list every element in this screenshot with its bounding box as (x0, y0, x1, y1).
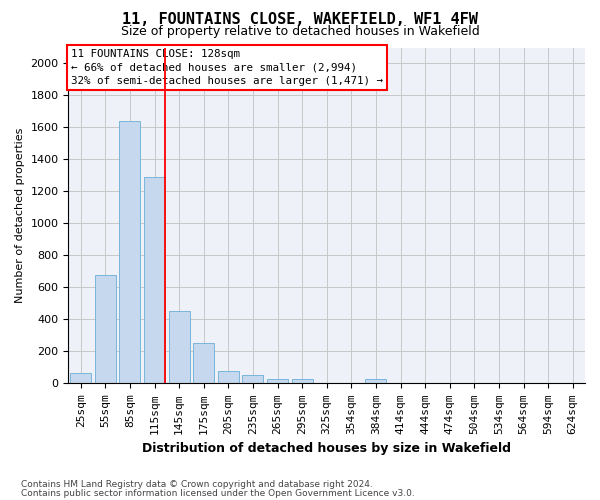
X-axis label: Distribution of detached houses by size in Wakefield: Distribution of detached houses by size … (142, 442, 511, 455)
Bar (169, 312, 190, 384)
Bar (95, 274, 116, 384)
Y-axis label: Number of detached properties: Number of detached properties (15, 128, 25, 303)
Bar (193, 344, 214, 384)
Text: 11 FOUNTAINS CLOSE: 128sqm
← 66% of detached houses are smaller (2,994)
32% of s: 11 FOUNTAINS CLOSE: 128sqm ← 66% of deta… (71, 49, 383, 86)
Bar (144, 177, 165, 384)
Bar (242, 376, 263, 384)
Text: Contains public sector information licensed under the Open Government Licence v3: Contains public sector information licen… (21, 490, 415, 498)
Text: 11, FOUNTAINS CLOSE, WAKEFIELD, WF1 4FW: 11, FOUNTAINS CLOSE, WAKEFIELD, WF1 4FW (122, 12, 478, 28)
Bar (292, 378, 313, 384)
Bar (119, 121, 140, 384)
Bar (70, 373, 91, 384)
Text: Size of property relative to detached houses in Wakefield: Size of property relative to detached ho… (121, 25, 479, 38)
Bar (267, 378, 288, 384)
Bar (218, 370, 239, 384)
Text: Contains HM Land Registry data © Crown copyright and database right 2024.: Contains HM Land Registry data © Crown c… (21, 480, 373, 489)
Bar (365, 378, 386, 384)
